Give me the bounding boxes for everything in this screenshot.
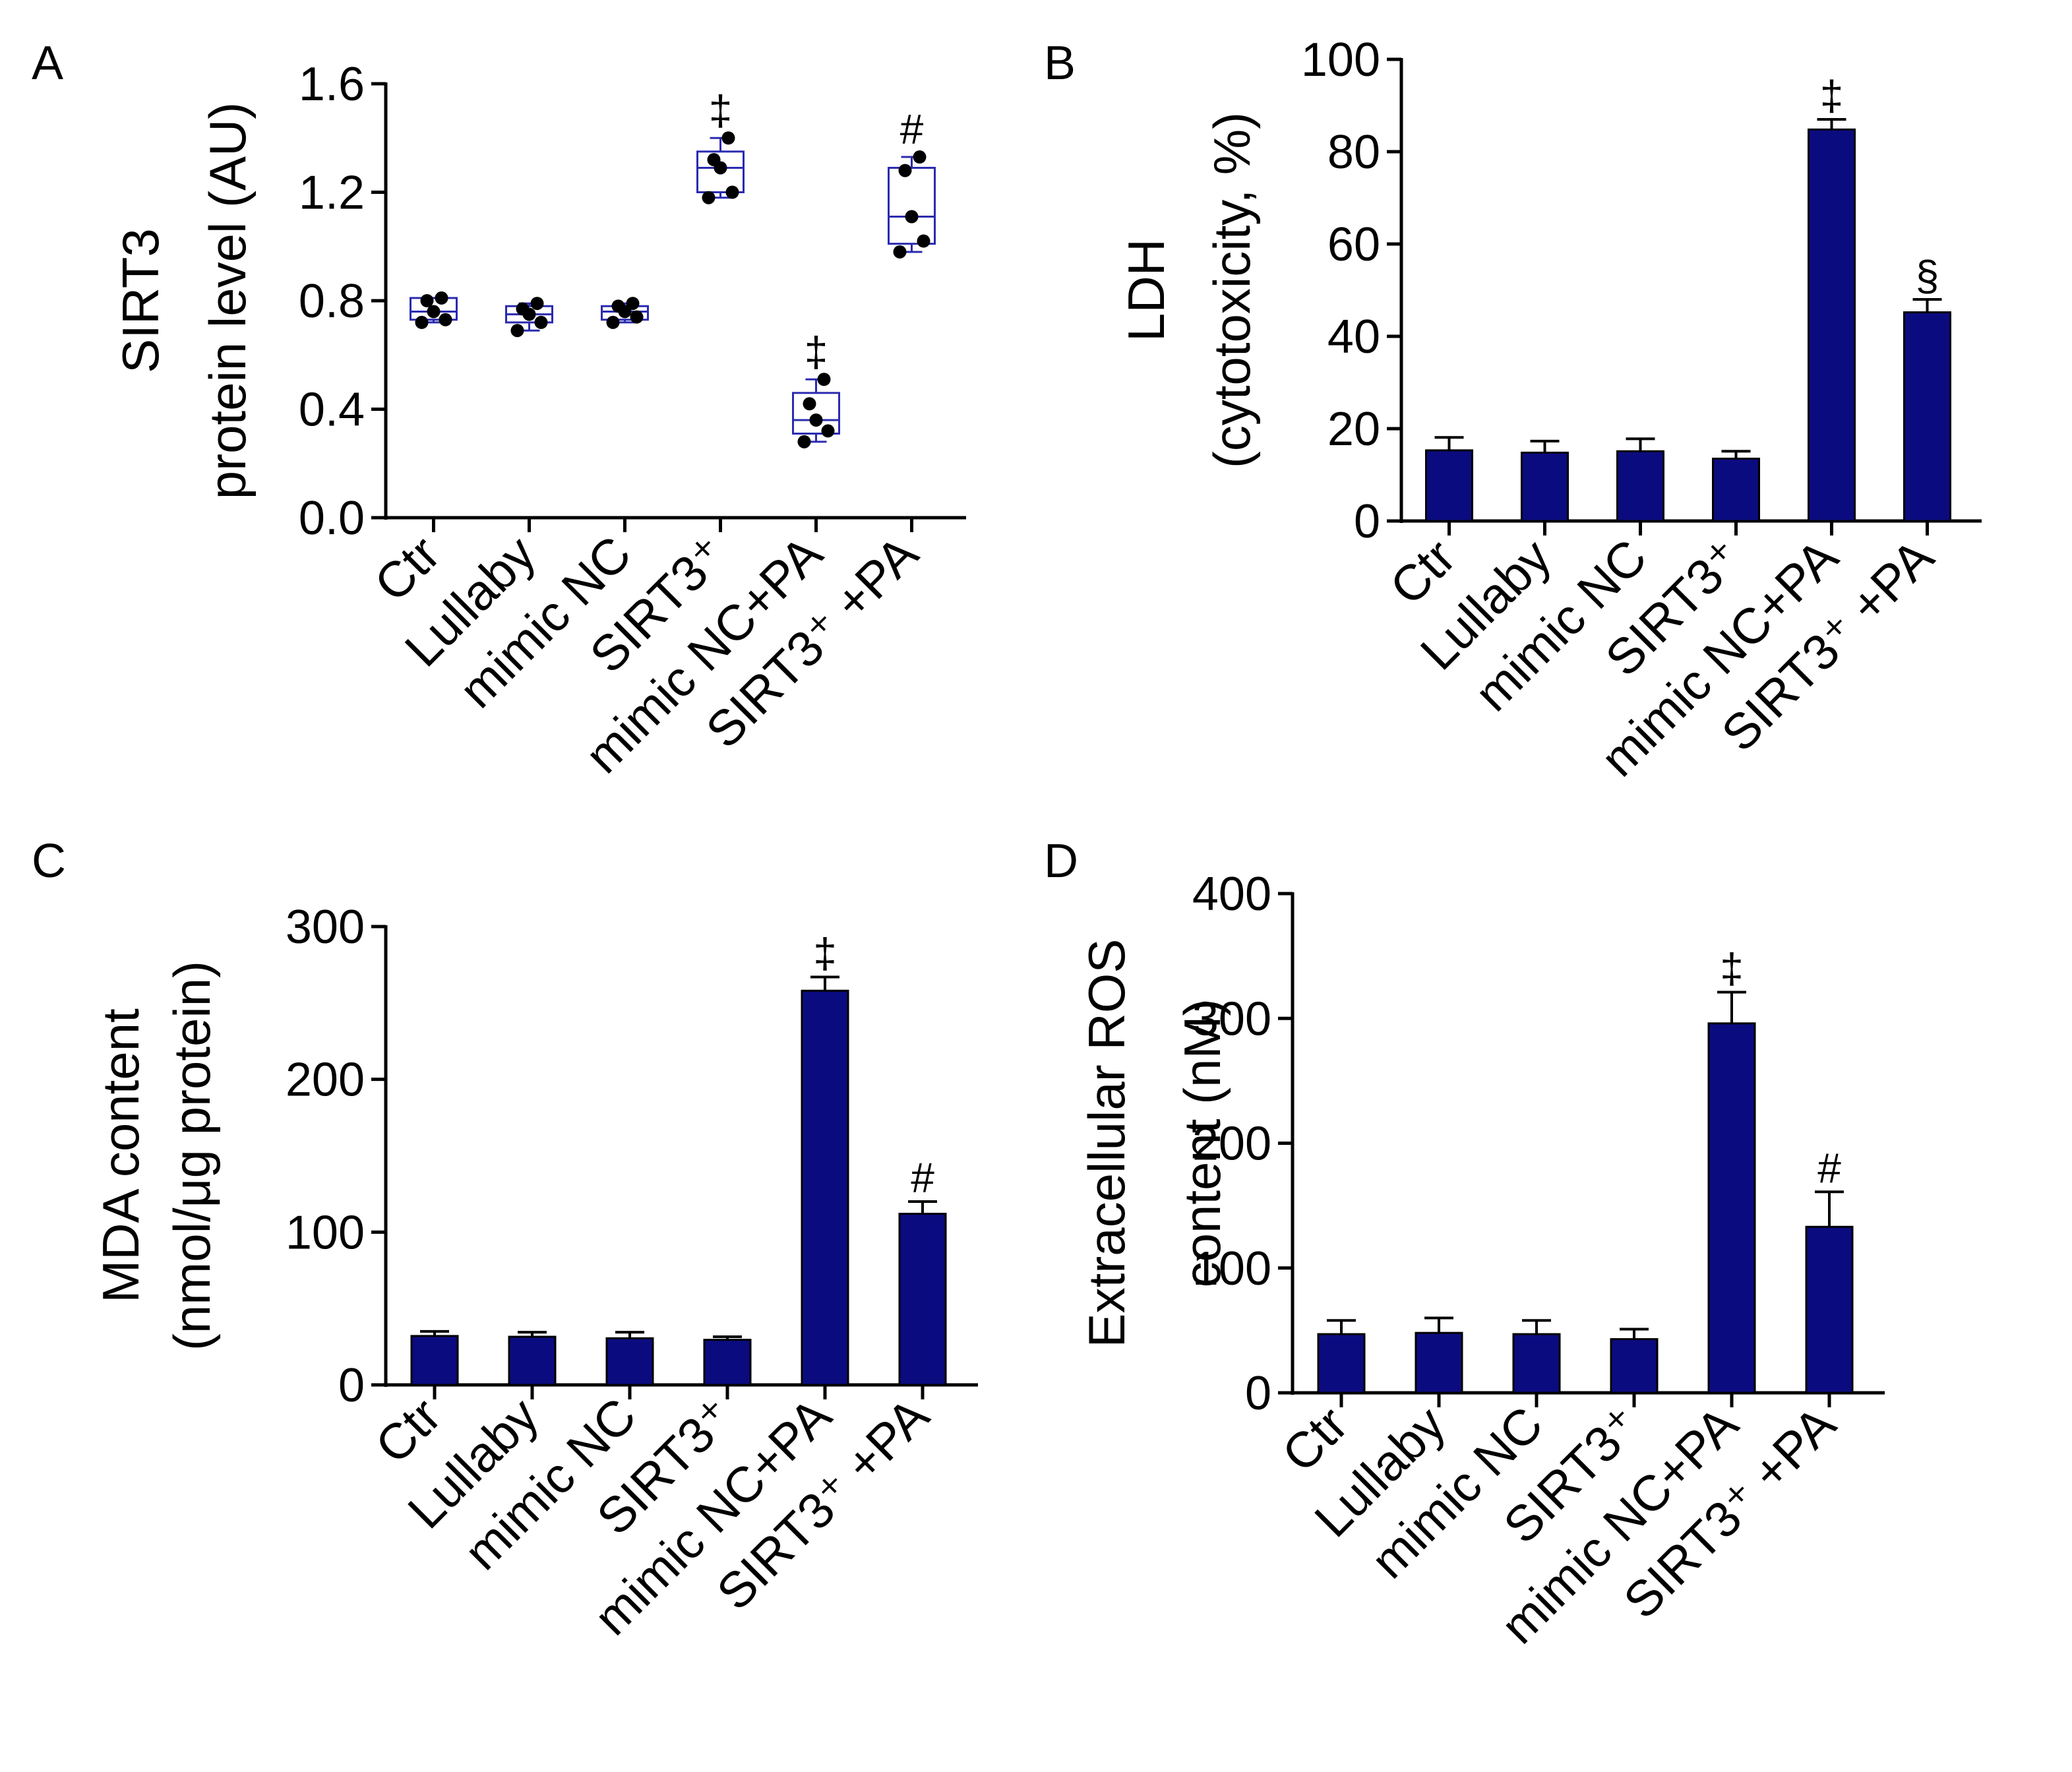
bar xyxy=(1903,311,1951,522)
data-point xyxy=(893,245,907,259)
panel-letter: D xyxy=(1044,835,1078,888)
significance-marker: § xyxy=(1916,252,1939,299)
y-tick-label: 0.8 xyxy=(299,275,365,328)
y-tick-label: 20 xyxy=(1327,403,1380,456)
bar xyxy=(1425,449,1473,522)
bar xyxy=(1712,458,1760,522)
data-point xyxy=(611,299,625,313)
y-tick-label: 200 xyxy=(1192,1118,1271,1171)
y-tick-label: 0 xyxy=(1354,495,1380,548)
y-tick-label: 400 xyxy=(1192,868,1271,921)
y-tick-label: 80 xyxy=(1327,126,1380,179)
bar xyxy=(801,989,849,1386)
data-point xyxy=(898,164,912,177)
bar xyxy=(410,1335,459,1386)
data-point xyxy=(516,302,530,316)
y-axis-title-line-1: LDH xyxy=(1117,239,1175,342)
y-tick-label: 300 xyxy=(1192,993,1271,1045)
data-point xyxy=(420,294,434,307)
y-tick-label: 300 xyxy=(286,901,365,954)
panel-d: D 0 100 200 300 400 Extracellular ROS content (… xyxy=(1044,835,1885,1655)
y-tick-label: 0 xyxy=(1245,1367,1271,1420)
box xyxy=(410,297,458,321)
panel-letter: A xyxy=(32,37,63,90)
bar xyxy=(1512,1333,1561,1394)
panel-letter: C xyxy=(32,835,66,888)
bar xyxy=(703,1339,752,1386)
y-axis-title-line-1: Extracellular ROS xyxy=(1078,939,1136,1348)
y-axis-title-line-1: SIRT3 xyxy=(111,228,169,373)
panel-letter: B xyxy=(1044,37,1076,90)
bar xyxy=(508,1335,557,1386)
significance-marker: ‡ xyxy=(805,328,828,375)
y-axis-title-line-2: (nmol/μg protein) xyxy=(163,961,221,1351)
bar xyxy=(1707,1022,1756,1394)
y-tick-label: 100 xyxy=(1301,34,1380,86)
data-point xyxy=(809,413,823,427)
bar xyxy=(605,1337,654,1386)
significance-marker: ‡ xyxy=(813,929,837,977)
significance-marker: # xyxy=(900,106,924,153)
y-tick-label: 0.0 xyxy=(299,492,365,545)
bar xyxy=(898,1213,947,1386)
significance-marker: # xyxy=(1817,1144,1841,1192)
data-point xyxy=(913,150,927,164)
data-point xyxy=(530,297,544,311)
y-axis-title-line-2: (cytotoxicity, %) xyxy=(1203,112,1261,468)
y-tick-label: 0.4 xyxy=(299,384,365,437)
bar xyxy=(1616,450,1664,522)
data-point xyxy=(721,131,735,145)
data-point xyxy=(435,291,448,305)
data-point xyxy=(415,315,429,329)
data-point xyxy=(797,435,811,448)
data-point xyxy=(630,310,644,324)
y-axis-title-line-1: MDA content xyxy=(92,1008,150,1303)
data-point xyxy=(817,373,831,386)
y-tick-label: 40 xyxy=(1327,311,1380,363)
bar xyxy=(1521,451,1569,522)
bar xyxy=(1610,1338,1659,1394)
y-tick-label: 0 xyxy=(338,1359,365,1412)
data-point xyxy=(510,324,524,338)
bar xyxy=(1805,1225,1854,1394)
bar xyxy=(1415,1331,1463,1394)
y-axis-title-line-2: content (nM) xyxy=(1173,999,1231,1288)
significance-marker: # xyxy=(911,1154,934,1202)
box xyxy=(792,392,840,435)
box xyxy=(696,150,745,193)
y-tick-label: 60 xyxy=(1327,218,1380,271)
data-point xyxy=(702,191,716,204)
data-point xyxy=(821,424,835,438)
data-point xyxy=(606,315,620,329)
y-axis-title-line-2: protein level (AU) xyxy=(198,102,257,500)
y-tick-label: 100 xyxy=(1192,1242,1271,1295)
y-tick-label: 200 xyxy=(286,1054,365,1107)
data-point xyxy=(427,305,441,319)
y-tick-label: 1.6 xyxy=(299,58,365,111)
significance-marker: ‡ xyxy=(709,86,733,134)
y-tick-label: 100 xyxy=(286,1206,365,1259)
bar xyxy=(1808,128,1856,522)
data-point xyxy=(905,210,919,224)
data-point xyxy=(439,313,452,326)
y-tick-label: 1.2 xyxy=(299,167,365,220)
data-point xyxy=(917,234,930,248)
data-point xyxy=(803,397,816,411)
data-point xyxy=(725,185,739,199)
data-point xyxy=(626,297,640,311)
bar xyxy=(1317,1333,1366,1394)
data-point xyxy=(707,153,721,167)
significance-marker: ‡ xyxy=(1820,72,1844,119)
significance-marker: ‡ xyxy=(1720,945,1744,993)
box xyxy=(888,166,936,245)
data-point xyxy=(534,315,548,329)
